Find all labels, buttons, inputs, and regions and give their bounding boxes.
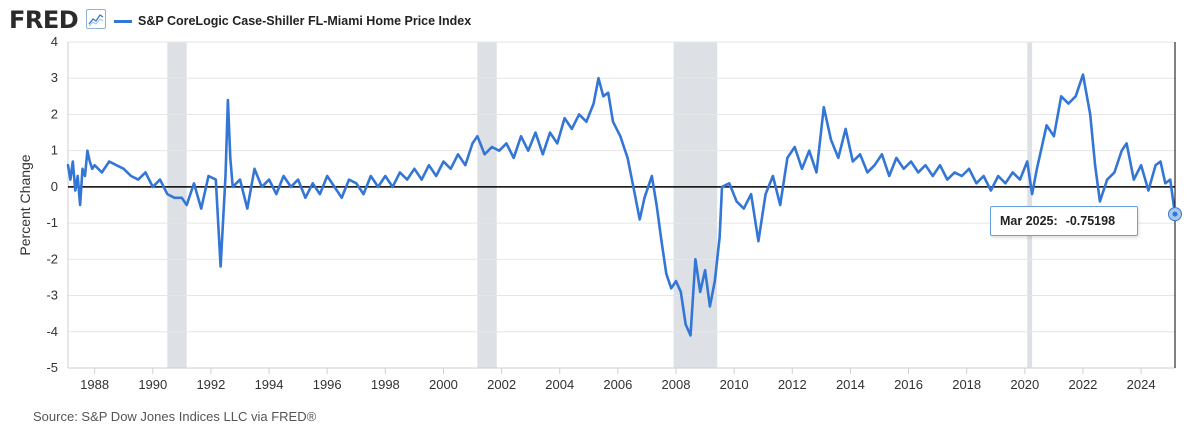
x-tick-label: 1996 bbox=[313, 377, 342, 392]
y-tick-label: 1 bbox=[51, 143, 58, 158]
y-tick-label: -2 bbox=[46, 251, 58, 266]
x-tick-label: 2020 bbox=[1010, 377, 1039, 392]
y-tick-label: 3 bbox=[51, 70, 58, 85]
y-axis-label: Percent Change bbox=[17, 154, 33, 255]
x-tick-label: 2000 bbox=[429, 377, 458, 392]
x-tick-label: 2014 bbox=[836, 377, 865, 392]
x-tick-label: 2008 bbox=[662, 377, 691, 392]
x-tick-label: 1994 bbox=[255, 377, 284, 392]
recession-band bbox=[1027, 42, 1033, 368]
series-line[interactable] bbox=[66, 73, 1177, 337]
tooltip-date: Mar 2025: bbox=[1000, 214, 1058, 228]
x-tick-label: 1988 bbox=[80, 377, 109, 392]
x-tick-label: 2022 bbox=[1068, 377, 1097, 392]
x-tick-label: 2010 bbox=[720, 377, 749, 392]
chart-line-icon-graphic bbox=[88, 14, 104, 27]
y-tick-label: 0 bbox=[51, 179, 58, 194]
fred-logo[interactable]: FRED bbox=[9, 6, 79, 34]
x-tick-label: 2018 bbox=[952, 377, 981, 392]
hover-point[interactable] bbox=[1172, 211, 1178, 217]
x-tick-label: 2016 bbox=[894, 377, 923, 392]
x-tick-label: 2012 bbox=[778, 377, 807, 392]
x-tick-label: 1990 bbox=[138, 377, 167, 392]
legend-swatch bbox=[114, 19, 132, 23]
chart-legend[interactable]: S&P CoreLogic Case-Shiller FL-Miami Home… bbox=[114, 13, 471, 29]
recession-band bbox=[673, 42, 718, 368]
y-tick-label: 2 bbox=[51, 106, 58, 121]
y-tick-label: -5 bbox=[46, 360, 58, 375]
recession-band bbox=[477, 42, 497, 368]
tooltip-value: -0.75198 bbox=[1065, 214, 1116, 228]
chart-line-icon bbox=[86, 9, 106, 29]
value-tooltip: Mar 2025: -0.75198 bbox=[990, 206, 1138, 236]
x-tick-label: 2006 bbox=[603, 377, 632, 392]
x-tick-label: 2024 bbox=[1127, 377, 1156, 392]
y-tick-label: -4 bbox=[46, 324, 58, 339]
y-tick-label: -3 bbox=[46, 288, 58, 303]
x-tick-label: 2002 bbox=[487, 377, 516, 392]
x-tick-label: 1992 bbox=[196, 377, 225, 392]
y-tick-label: 4 bbox=[51, 34, 58, 49]
y-tick-label: -1 bbox=[46, 215, 58, 230]
legend-series-label: S&P CoreLogic Case-Shiller FL-Miami Home… bbox=[138, 14, 472, 28]
x-tick-label: 2004 bbox=[545, 377, 574, 392]
recession-band bbox=[167, 42, 187, 368]
x-tick-label: 1998 bbox=[371, 377, 400, 392]
